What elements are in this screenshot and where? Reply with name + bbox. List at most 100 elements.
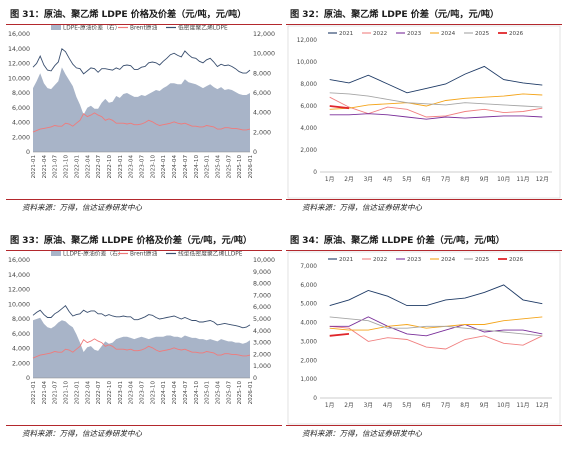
chart-panel-33: 图 33：原油、聚乙烯 LLDPE 价格及价差（元/吨，元/吨） 16,000 1… xyxy=(6,228,282,447)
x-tick-label: 2024-01 xyxy=(161,155,167,179)
x-tick-label: 2023-01 xyxy=(118,381,124,405)
legend-label: 2023 xyxy=(407,31,422,37)
x-tick-label: 7月 xyxy=(441,176,451,183)
x-tick-label: 2023-07 xyxy=(140,155,146,179)
y-tick-left-label: 6,000 xyxy=(12,105,30,112)
x-tick-label: 6月 xyxy=(422,176,432,183)
source-note: 资料来源：万得，信达证券研发中心 xyxy=(302,203,422,212)
y-tick-left-label: 8,000 xyxy=(12,90,30,97)
x-tick-label: 2023-01 xyxy=(118,155,124,179)
y-tick-right-label: 8,000 xyxy=(253,281,271,288)
x-tick-label: 2022-10 xyxy=(107,155,113,179)
x-tick-label: 1月 xyxy=(325,176,335,183)
x-tick-label: 8月 xyxy=(460,402,470,409)
x-tick-label: 2024-04 xyxy=(172,155,178,179)
source-divider xyxy=(286,199,562,200)
legend-label: 2024 xyxy=(441,31,456,37)
chart-31-svg: 16,000 14,000 12,000 10,000 8,000 6,000 4,000 2… xyxy=(8,24,275,179)
x-tick-label: 2021-04 xyxy=(42,381,48,405)
x-tick-label: 2月 xyxy=(344,176,354,183)
x-tick-label: 2025-01 xyxy=(205,381,211,405)
x-tick: 2021-07 xyxy=(53,381,59,405)
x-tick-label: 2021-01 xyxy=(31,155,37,179)
series-2022-line xyxy=(329,325,543,350)
source-divider xyxy=(286,425,562,426)
x-tick-label: 2025-10 xyxy=(237,381,243,405)
y-tick-right-label: 8,000 xyxy=(253,70,271,77)
y-tick-right-label: 5,000 xyxy=(253,316,271,323)
x-tick-label: 2026-01 xyxy=(248,381,254,405)
y-tick-label: 1,000 xyxy=(300,377,317,383)
y-tick-right-label: 1,000 xyxy=(253,363,271,370)
x-tick-label: 2021-10 xyxy=(64,155,70,179)
x-tick-label: 8月 xyxy=(460,176,470,183)
x-tick: 2026-01 xyxy=(248,381,254,405)
y-tick-left-label: 16,000 xyxy=(8,257,30,264)
x-tick-label: 2021-04 xyxy=(42,155,48,179)
x-tick-label: 2023-07 xyxy=(140,381,146,405)
chart-32-svg: 12,000 10,000 8,000 6,000 4,000 2,000 0 1月 2月 3月 4… xyxy=(287,25,561,199)
x-tick-label: 2024-01 xyxy=(161,381,167,405)
x-tick-label: 10月 xyxy=(497,176,510,183)
legend-label: 2024 xyxy=(441,257,456,263)
x-tick: 2021-01 xyxy=(31,381,37,405)
pe-price-line-series xyxy=(32,48,251,75)
legend-label: 2021 xyxy=(339,31,354,37)
x-tick-label: 2025-10 xyxy=(237,155,243,179)
series-2025-line xyxy=(329,92,543,108)
y-tick-left-label: 10,000 xyxy=(8,75,30,82)
x-tick-label: 2022-01 xyxy=(74,381,80,405)
x-tick: 2024-10 xyxy=(194,381,200,405)
y-tick-right-label: 2,000 xyxy=(253,351,271,358)
x-tick: 2023-01 xyxy=(118,155,124,179)
y-tick-label: 10,000 xyxy=(297,60,318,66)
legend-label: 2023 xyxy=(407,257,422,263)
x-tick: 2022-07 xyxy=(96,381,102,405)
x-tick: 2025-04 xyxy=(215,155,221,179)
chart-title: 图 34：原油、聚乙烯 LLDPE 价差（元/吨，元/吨） xyxy=(290,235,505,246)
x-tick-label: 10月 xyxy=(497,402,510,409)
x-tick-label: 4月 xyxy=(383,402,393,409)
chart-33-svg: 16,000 14,000 12,000 10,000 8,000 6,000 4,000 2… xyxy=(8,250,275,405)
spread-area-series xyxy=(33,67,250,152)
series-2025-line xyxy=(329,316,543,337)
x-tick: 2023-07 xyxy=(140,381,146,405)
y-tick-left-label: 16,000 xyxy=(8,31,30,38)
x-tick-label: 9月 xyxy=(480,402,490,409)
y-tick-right-label: 9,000 xyxy=(253,269,271,276)
y-tick-label: 6,000 xyxy=(300,283,317,289)
y-tick-left-label: 8,000 xyxy=(12,316,30,323)
y-tick-right-label: 6,000 xyxy=(253,90,271,97)
series-2026-line xyxy=(329,105,350,110)
x-tick-label: 12月 xyxy=(536,402,549,409)
y-tick-label: 0 xyxy=(313,170,317,176)
x-tick: 2025-10 xyxy=(237,155,243,179)
y-tick-label: 8,000 xyxy=(300,82,317,88)
x-tick-label: 2022-04 xyxy=(85,155,91,179)
y-tick-label: 4,000 xyxy=(300,321,317,327)
y-tick-left-label: 2,000 xyxy=(12,360,30,367)
x-tick: 2022-10 xyxy=(107,155,113,179)
legend-label: 2022 xyxy=(373,31,387,37)
y-tick-left-label: 14,000 xyxy=(8,272,30,279)
x-tick-label: 6月 xyxy=(422,402,432,409)
x-tick-label: 4月 xyxy=(383,176,393,183)
y-tick-left-label: 4,000 xyxy=(12,346,30,353)
x-tick-label: 7月 xyxy=(441,402,451,409)
title-bar xyxy=(286,2,562,25)
spread-area-series xyxy=(33,317,250,378)
y-tick-right-label: 10,000 xyxy=(253,51,275,58)
x-tick: 2022-01 xyxy=(74,155,80,179)
x-tick-label: 2025-07 xyxy=(226,155,232,179)
series-2023-line xyxy=(329,316,543,337)
x-tick: 2026-01 xyxy=(248,155,254,179)
y-tick-right-label: 3,000 xyxy=(253,340,271,347)
y-tick-right-label: 12,000 xyxy=(253,31,275,38)
legend-label: LLDPE-原油价差（右） xyxy=(63,250,124,258)
x-tick-label: 9月 xyxy=(480,176,490,183)
x-tick: 2025-07 xyxy=(226,155,232,179)
series-2026-line xyxy=(329,333,350,337)
x-tick-label: 2021-01 xyxy=(31,381,37,405)
legend-label: Brent原油 xyxy=(130,250,158,258)
x-tick-label: 2025-04 xyxy=(215,381,221,405)
